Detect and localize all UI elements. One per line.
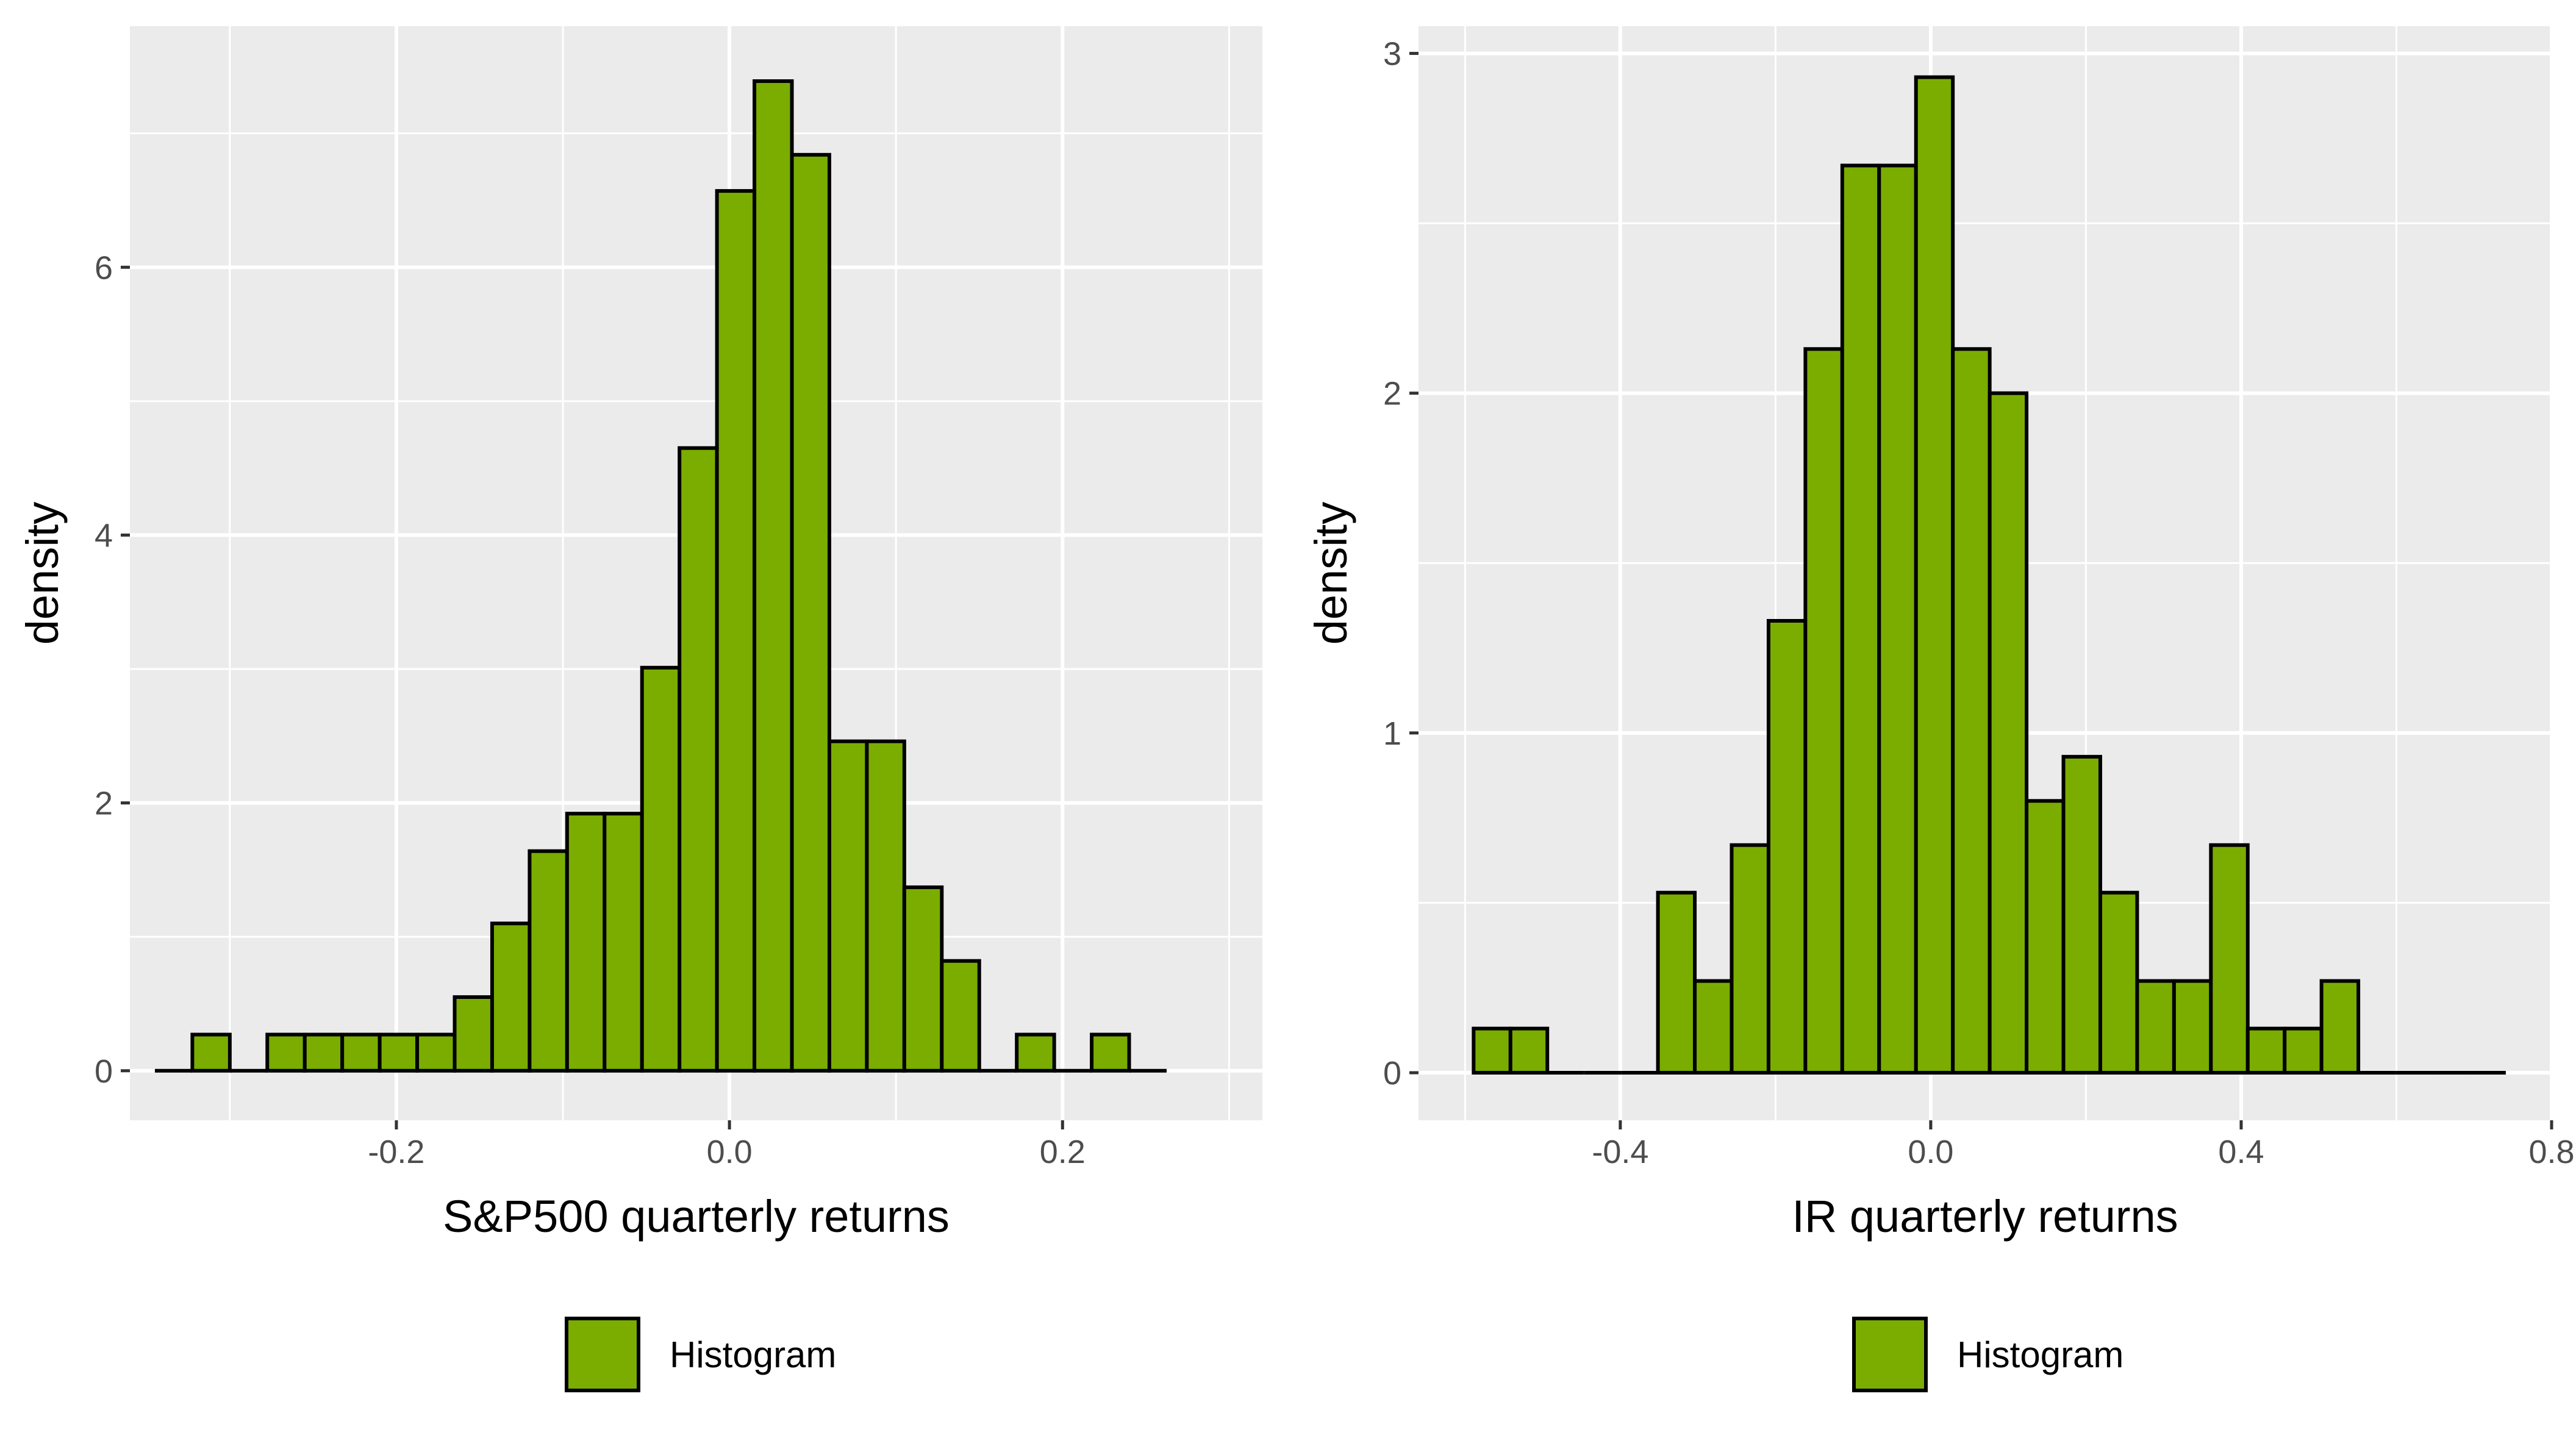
sp500-histogram-bar [415,1032,457,1073]
sp500-axis-ticks: -0.2 0.0 0.2 0 2 4 6 [95,249,1086,1170]
ir-histogram-bar [2025,799,2066,1075]
sp500-histogram-bar [302,1032,345,1073]
sp500-histogram-bar [377,1032,420,1073]
ir-y-tick-label: 1 [1383,715,1401,752]
sp500-x-tick-label: 0.0 [707,1134,753,1170]
sp500-legend-key [565,1317,640,1392]
ir-histogram-bar [1730,843,1770,1075]
sp500-histogram-bar [678,446,719,1073]
sp500-histogram-bar [528,849,569,1073]
ir-x-axis-title: IR quarterly returns [1792,1191,2178,1242]
sp500-histogram-bar [490,921,532,1073]
ir-histogram-bar [2245,1026,2287,1075]
ir-histogram-bar [2319,979,2361,1075]
sp500-histogram-bar [827,739,869,1073]
sp500-bars [154,79,1167,1073]
sp500-x-axis-title: S&P500 quarterly returns [443,1191,950,1242]
sp500-histogram-bar [453,995,494,1073]
ir-histogram-bar [1951,347,1992,1075]
ir-y-axis-title: density [1306,502,1356,645]
ir-histogram-bar [2283,1026,2324,1075]
sp500-histogram-bar [753,79,794,1073]
sp500-y-axis-title: density [17,502,68,645]
ir-y-tick-label: 0 [1383,1055,1401,1092]
sp500-histogram-bar [265,1032,307,1073]
sp500-histogram-bar [790,152,831,1073]
ir-legend-key [1852,1317,1928,1392]
ir-histogram-bar [1472,1026,1512,1075]
sp500-histogram-bar [902,885,944,1073]
ir-histogram-bar [2061,754,2102,1075]
ir-histogram-bar [2209,843,2250,1075]
sp500-histogram-bar [940,959,981,1073]
ir-histogram-bar [1656,890,1697,1075]
sp500-histogram-bar [640,665,682,1073]
sp500-y-tick-label: 0 [95,1053,113,1090]
sp500-histogram-bar [190,1032,232,1073]
sp500-histogram-bar [865,739,906,1073]
ir-histogram-bar [1508,1026,1550,1075]
ir-bars [1472,75,2506,1075]
sp500-histogram-bar [565,812,607,1073]
ir-histogram-bar [1693,979,1734,1075]
ir-legend-label: Histogram [1957,1334,2123,1375]
ir-histogram-bar [2135,979,2176,1075]
ir-x-tick-label: 0.4 [2218,1134,2264,1170]
sp500-histogram-bar [603,812,644,1073]
sp500-legend: Histogram [565,1317,836,1392]
ir-x-tick-label: -0.4 [1592,1134,1648,1170]
sp500-x-tick-label: 0.2 [1040,1134,1086,1170]
ir-histogram-bar [1766,619,1808,1075]
ir-x-tick-label: 0.0 [1908,1134,1953,1170]
ir-histogram-bar [2172,979,2213,1075]
sp500-histogram-bar [340,1032,382,1073]
sp500-histogram-bar [715,189,757,1073]
ir-y-tick-label: 2 [1383,376,1401,412]
ir-histogram-bar [1840,163,1881,1075]
sp500-histogram-bar [1015,1032,1056,1073]
ir-axis-ticks: -0.4 0.0 0.4 0.8 0 1 2 3 [1383,36,2575,1170]
ir-histogram-bar [1987,391,2029,1075]
ir-histogram-chart: -0.4 0.0 0.4 0.8 0 1 2 3 IR quarterly returns d… [1306,26,2575,1392]
ir-histogram-bar [2098,890,2139,1075]
ir-legend: Histogram [1852,1317,2123,1392]
sp500-histogram-bar [1090,1032,1131,1073]
sp500-y-tick-label: 4 [95,517,113,554]
sp500-x-tick-label: -0.2 [368,1134,424,1170]
sp500-y-tick-label: 2 [95,785,113,822]
sp500-legend-label: Histogram [670,1334,836,1375]
ir-histogram-bar [1877,163,1918,1075]
ir-y-tick-label: 3 [1383,36,1401,73]
ir-histogram-bar [1803,347,1844,1075]
ir-histogram-bar [1914,75,1955,1075]
ir-x-tick-label: 0.8 [2528,1134,2574,1170]
sp500-y-tick-label: 6 [95,249,113,286]
